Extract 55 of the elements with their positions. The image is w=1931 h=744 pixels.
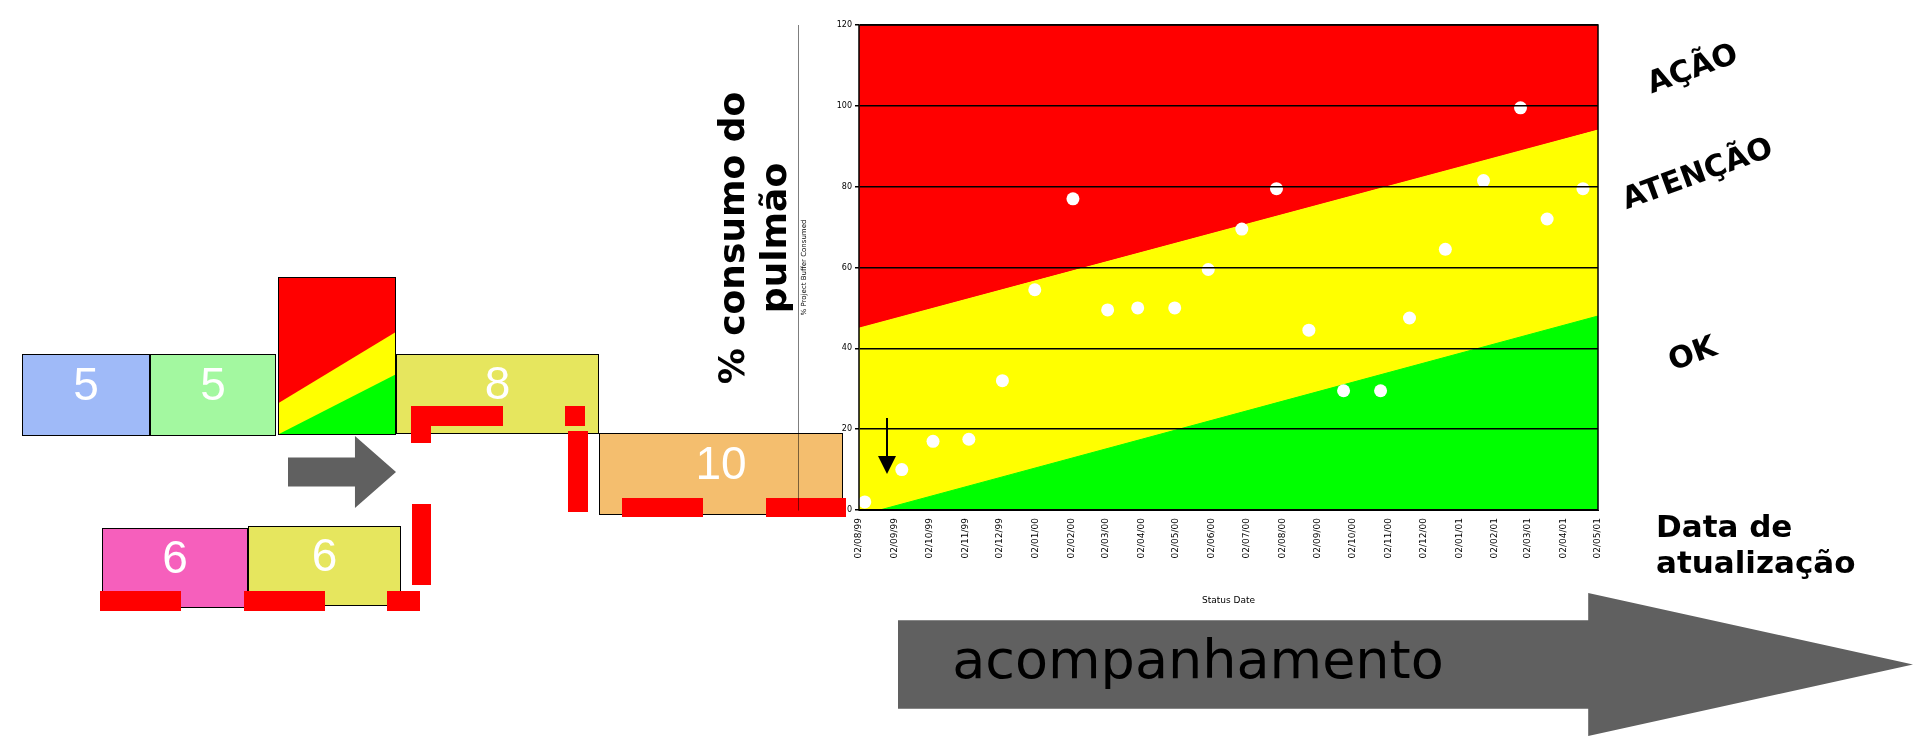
x-tick-label: 02/09/00 bbox=[1312, 517, 1323, 559]
task-box: 5 bbox=[150, 354, 276, 436]
x-tick-label: 02/01/01 bbox=[1453, 518, 1464, 559]
y-tick-label: 120 bbox=[836, 20, 852, 30]
x-tick-label: 02/08/00 bbox=[1276, 517, 1287, 559]
x-tick-label: 02/11/00 bbox=[1383, 517, 1394, 559]
y-tick-label: 100 bbox=[836, 100, 852, 110]
text: OK bbox=[1663, 327, 1723, 378]
point bbox=[995, 374, 1009, 388]
point bbox=[926, 434, 940, 448]
x-tick-label: 02/03/00 bbox=[1099, 517, 1110, 559]
x-axis-title: Status Date bbox=[1201, 594, 1256, 605]
x-tick-label: 02/02/00 bbox=[1066, 517, 1077, 559]
x-tick-label: 02/05/01 bbox=[1592, 518, 1603, 559]
point bbox=[858, 495, 872, 509]
x-tick-label: 02/12/00 bbox=[1417, 517, 1428, 559]
x-tick-label: 02/12/99 bbox=[994, 517, 1005, 559]
point bbox=[1302, 323, 1316, 337]
x-tick-label: 02/04/00 bbox=[1135, 517, 1146, 559]
x-tick-label: 02/07/00 bbox=[1240, 517, 1251, 559]
text: Data de atualização bbox=[1656, 508, 1857, 580]
text: AÇÃO bbox=[1641, 33, 1743, 101]
x-tick-label: 02/06/00 bbox=[1206, 517, 1217, 559]
x-tick-label: 02/10/00 bbox=[1347, 517, 1358, 559]
point bbox=[1168, 301, 1182, 315]
point bbox=[1477, 174, 1491, 188]
x-tick-label: 02/08/99 bbox=[853, 517, 864, 559]
y-tick-label: 40 bbox=[841, 343, 852, 353]
x-tick-label: 02/02/01 bbox=[1489, 518, 1500, 559]
point bbox=[1374, 384, 1388, 398]
point bbox=[1131, 301, 1145, 315]
point bbox=[1438, 242, 1452, 256]
x-tick-label: 02/04/01 bbox=[1557, 518, 1568, 559]
y-tick-label: 80 bbox=[841, 181, 852, 191]
point bbox=[1540, 212, 1554, 226]
x-tick-label: 02/03/01 bbox=[1521, 518, 1532, 559]
point bbox=[895, 463, 909, 477]
x-tick-label: 02/09/99 bbox=[889, 517, 900, 559]
task-box: 5 bbox=[22, 354, 150, 436]
point bbox=[962, 432, 976, 446]
text: acompanhamento bbox=[951, 628, 1445, 691]
x-tick-label: 02/10/99 bbox=[923, 517, 934, 559]
point bbox=[1402, 311, 1416, 325]
point bbox=[1101, 303, 1115, 317]
point bbox=[1066, 192, 1080, 206]
x-tick-label: 02/01/00 bbox=[1030, 517, 1041, 559]
text: % consumo do pulmão bbox=[711, 90, 795, 387]
point bbox=[1028, 283, 1042, 297]
y-tick-label: 20 bbox=[841, 424, 852, 434]
y-tick-label: 60 bbox=[841, 262, 852, 272]
x-tick-label: 02/11/99 bbox=[959, 517, 970, 559]
point bbox=[1235, 222, 1249, 236]
x-tick-label: 02/05/00 bbox=[1170, 517, 1181, 559]
point bbox=[1337, 384, 1351, 398]
y-tick-label: 0 bbox=[846, 505, 852, 515]
